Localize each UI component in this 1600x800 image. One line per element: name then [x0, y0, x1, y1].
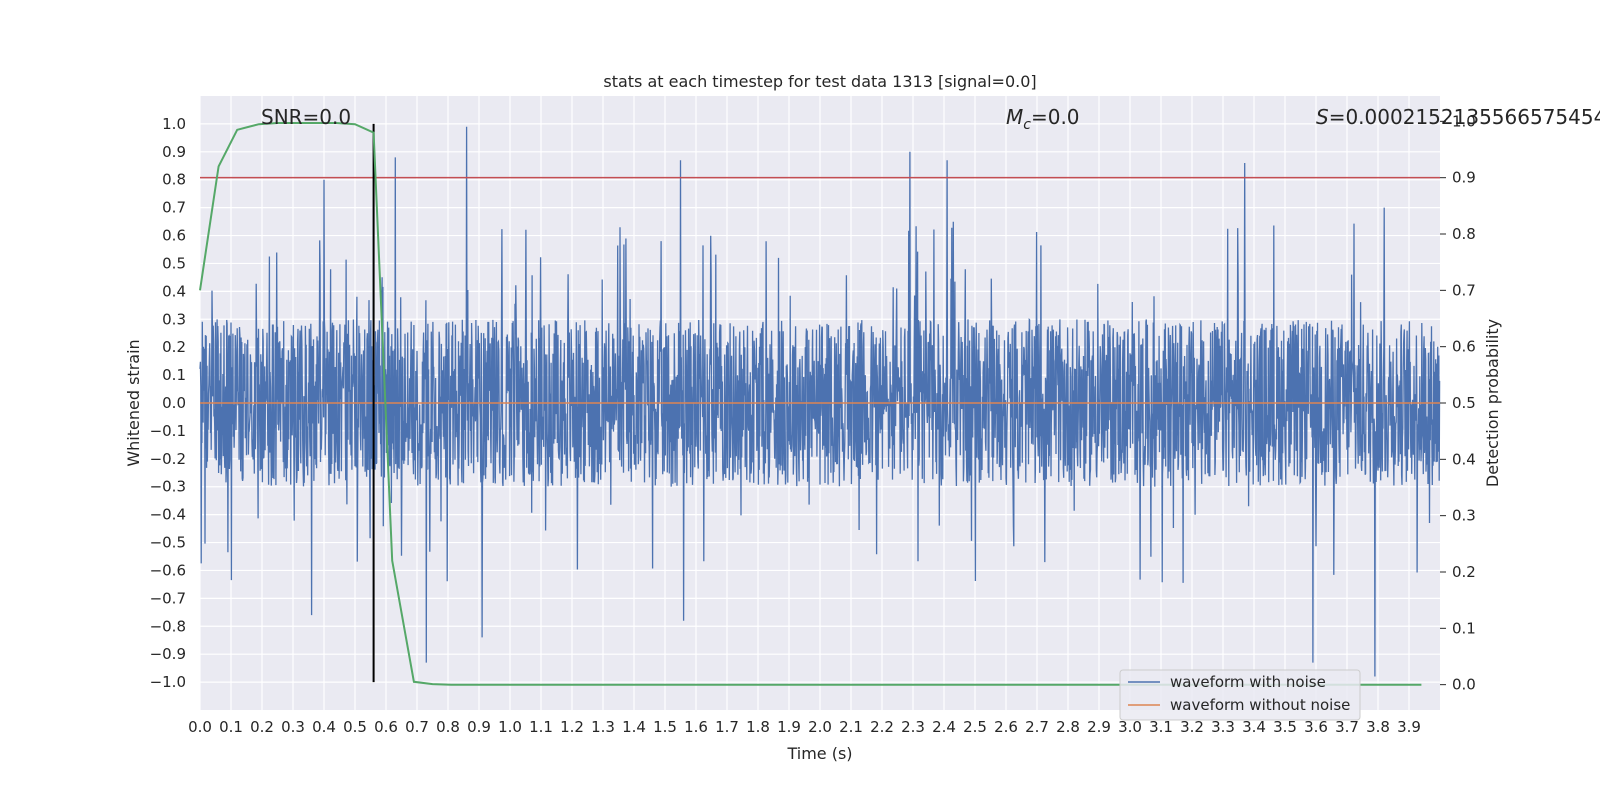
chirp-mass-value: =0.0	[1031, 105, 1080, 129]
y-tick-label: 0.2	[162, 338, 186, 356]
legend-box	[1119, 669, 1361, 721]
y2-tick-label: 1.0	[1452, 112, 1476, 130]
x-tick-label: 2.3	[901, 718, 925, 736]
x-tick-label: 0.5	[343, 718, 367, 736]
x-axis-ticks: 0.0 0.1 0.2 0.3 0.4 0.5 0.6 0.7 0.8 0.9 1.0 1.1 1.2 1…	[188, 718, 1421, 736]
x-tick-label: 1.7	[715, 718, 739, 736]
x-tick-label: 3.5	[1273, 718, 1297, 736]
chirp-mass-symbol: M	[1006, 105, 1023, 129]
y-tick-label: −0.5	[150, 534, 186, 552]
y2-tick-label: 0.8	[1452, 225, 1476, 243]
x-tick-label: 2.6	[994, 718, 1018, 736]
reference-lines	[200, 123, 1440, 683]
x-tick-label: 0.2	[250, 718, 274, 736]
y-tick-label: −0.7	[150, 589, 186, 607]
y2-tick-label: 0.2	[1452, 563, 1476, 581]
chirp-mass-subscript: c	[1023, 117, 1031, 133]
s-value: =0.00021521355665754545	[1329, 105, 1600, 129]
x-tick-label: 3.6	[1304, 718, 1328, 736]
chart-title: stats at each timestep for test data 131…	[603, 72, 1036, 91]
y-tick-label: −0.3	[150, 478, 186, 496]
y2-tick-label: 0.0	[1452, 676, 1476, 694]
x-tick-label: 2.7	[1025, 718, 1049, 736]
x-tick-label: 2.0	[808, 718, 832, 736]
y-tick-label: 0.6	[162, 227, 186, 245]
y-tick-label: 0.8	[162, 171, 186, 189]
x-tick-label: 2.9	[1087, 718, 1111, 736]
y2-tick-label: 0.3	[1452, 507, 1476, 525]
x-tick-label: 0.9	[467, 718, 491, 736]
x-tick-label: 1.8	[746, 718, 770, 736]
y-tick-label: −1.0	[150, 673, 186, 691]
y-tick-label: 0.0	[162, 394, 186, 412]
x-tick-label: 3.3	[1211, 718, 1235, 736]
x-tick-label: 1.6	[684, 718, 708, 736]
x-tick-label: 2.5	[963, 718, 987, 736]
y-tick-label: 0.4	[162, 282, 186, 300]
y-tick-label: −0.4	[150, 506, 186, 524]
x-tick-label: 2.4	[932, 718, 956, 736]
y2-axis-ticks: 1.0 0.9 0.8 0.7 0.6 0.5 0.4 0.3 0.2 0.1 0.0	[1440, 112, 1476, 694]
x-tick-label: 3.4	[1242, 718, 1266, 736]
x-tick-label: 0.4	[312, 718, 336, 736]
y2-tick-label: 0.6	[1452, 338, 1476, 356]
y2-tick-label: 0.7	[1452, 281, 1476, 299]
x-tick-label: 3.1	[1149, 718, 1173, 736]
x-tick-label: 3.7	[1335, 718, 1359, 736]
y-tick-label: 0.1	[162, 366, 186, 384]
x-tick-label: 0.7	[405, 718, 429, 736]
y2-axis-label: Detection probability	[1483, 319, 1502, 487]
noise-waveform-line	[199, 126, 1441, 677]
s-annotation: S=0.00021521355665754545	[1316, 105, 1600, 129]
series-detection-probability	[199, 122, 1422, 686]
series-waveform-with-noise	[199, 126, 1441, 677]
y-axis-label: Whitened strain	[124, 339, 143, 466]
y-tick-label: −0.2	[150, 450, 186, 468]
x-tick-label: 3.0	[1118, 718, 1142, 736]
y-tick-label: 0.5	[162, 254, 186, 272]
y-tick-label: −0.6	[150, 561, 186, 579]
x-tick-label: 2.2	[870, 718, 894, 736]
y-tick-label: −0.9	[150, 645, 186, 663]
x-tick-label: 1.5	[653, 718, 677, 736]
x-tick-label: 1.0	[498, 718, 522, 736]
legend: waveform with noise waveform without noi…	[1119, 669, 1361, 721]
s-symbol: S	[1316, 105, 1329, 129]
x-tick-label: 3.2	[1180, 718, 1204, 736]
y-tick-label: 0.7	[162, 199, 186, 217]
y-tick-label: −0.1	[150, 422, 186, 440]
y-tick-label: 0.9	[162, 143, 186, 161]
y2-tick-label: 0.5	[1452, 394, 1476, 412]
x-tick-label: 3.9	[1397, 718, 1421, 736]
x-axis-label: Time (s)	[786, 744, 852, 763]
legend-label-clean: waveform without noise	[1170, 696, 1350, 714]
y-tick-label: −0.8	[150, 617, 186, 635]
y-tick-label: 1.0	[162, 115, 186, 133]
x-tick-label: 1.1	[529, 718, 553, 736]
x-tick-label: 1.2	[560, 718, 584, 736]
snr-annotation: SNR=0.0	[261, 105, 351, 129]
y-tick-label: 0.3	[162, 310, 186, 328]
legend-label-noise: waveform with noise	[1170, 673, 1326, 691]
x-tick-label: 1.4	[622, 718, 646, 736]
x-tick-label: 0.6	[374, 718, 398, 736]
x-tick-label: 3.8	[1366, 718, 1390, 736]
y2-tick-label: 0.9	[1452, 169, 1476, 187]
x-tick-label: 0.3	[281, 718, 305, 736]
x-tick-label: 1.3	[591, 718, 615, 736]
detection-probability-line	[199, 122, 1422, 686]
x-tick-label: 1.9	[777, 718, 801, 736]
y2-tick-label: 0.1	[1452, 619, 1476, 637]
y-axis-ticks: 1.0 0.9 0.8 0.7 0.6 0.5 0.4 0.3 0.2 0.1 0.0 −0.1 −0.…	[150, 115, 186, 691]
x-tick-label: 0.8	[436, 718, 460, 736]
x-tick-label: 2.1	[839, 718, 863, 736]
chirp-mass-annotation: Mc=0.0	[1006, 105, 1080, 133]
x-tick-label: 0.0	[188, 718, 212, 736]
x-tick-label: 2.8	[1056, 718, 1080, 736]
y2-tick-label: 0.4	[1452, 450, 1476, 468]
x-tick-label: 0.1	[219, 718, 243, 736]
